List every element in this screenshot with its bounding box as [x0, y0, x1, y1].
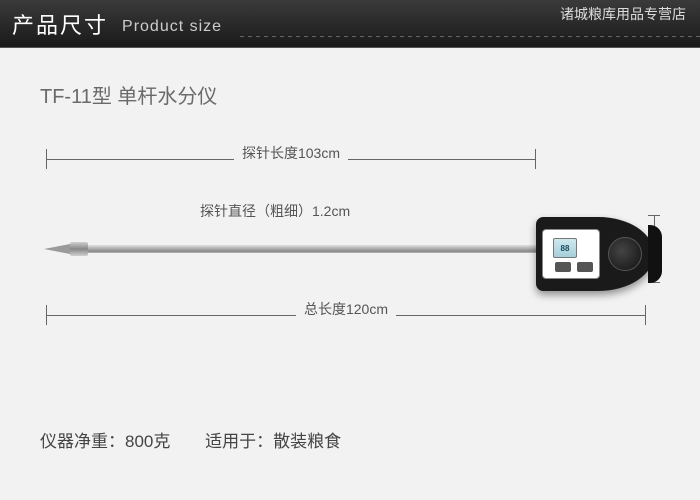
- probe-diameter-label: 探针直径（粗细）1.2cm: [200, 201, 350, 221]
- dimension-diagram: 探针长度103cm 探针直径（粗细）1.2cm 12cm 88: [40, 145, 660, 365]
- lcd-screen: 88: [553, 238, 577, 258]
- probe-tip: [44, 244, 70, 254]
- usage-note: 适用于：散装粮食: [205, 432, 341, 451]
- probe-length-dimension: 探针长度103cm: [46, 149, 536, 173]
- header-title-cn: 产品尺寸: [12, 8, 108, 40]
- device-faceplate: 88: [542, 229, 600, 279]
- probe-length-label: 探针长度103cm: [234, 143, 348, 163]
- total-length-label: 总长度120cm: [296, 299, 396, 319]
- header-bar: 产品尺寸 Product size 诸城粮库用品专营店: [0, 0, 700, 48]
- product-illustration: 88: [44, 237, 654, 271]
- dim-tick: [645, 305, 646, 325]
- device-button: [577, 262, 593, 272]
- total-length-dimension: 总长度120cm: [46, 305, 646, 329]
- probe-rod: [88, 245, 536, 253]
- header-divider-line: [240, 36, 700, 37]
- content-area: TF-11型 单杆水分仪 探针长度103cm 探针直径（粗细）1.2cm 12c…: [0, 48, 700, 500]
- net-weight: 仪器净重：800克: [40, 432, 170, 451]
- device-body: 88: [536, 217, 654, 291]
- spec-footer: 仪器净重：800克 适用于：散装粮食: [40, 427, 371, 452]
- store-name: 诸城粮库用品专营店: [560, 4, 686, 24]
- device-dial: [608, 237, 642, 271]
- dim-tick: [535, 149, 536, 169]
- device-grip: [648, 225, 662, 283]
- probe-collar: [70, 242, 88, 256]
- lcd-reading: 88: [554, 239, 576, 259]
- header-title-en: Product size: [122, 18, 222, 36]
- device-button: [555, 262, 571, 272]
- product-model: TF-11型 单杆水分仪: [40, 80, 660, 109]
